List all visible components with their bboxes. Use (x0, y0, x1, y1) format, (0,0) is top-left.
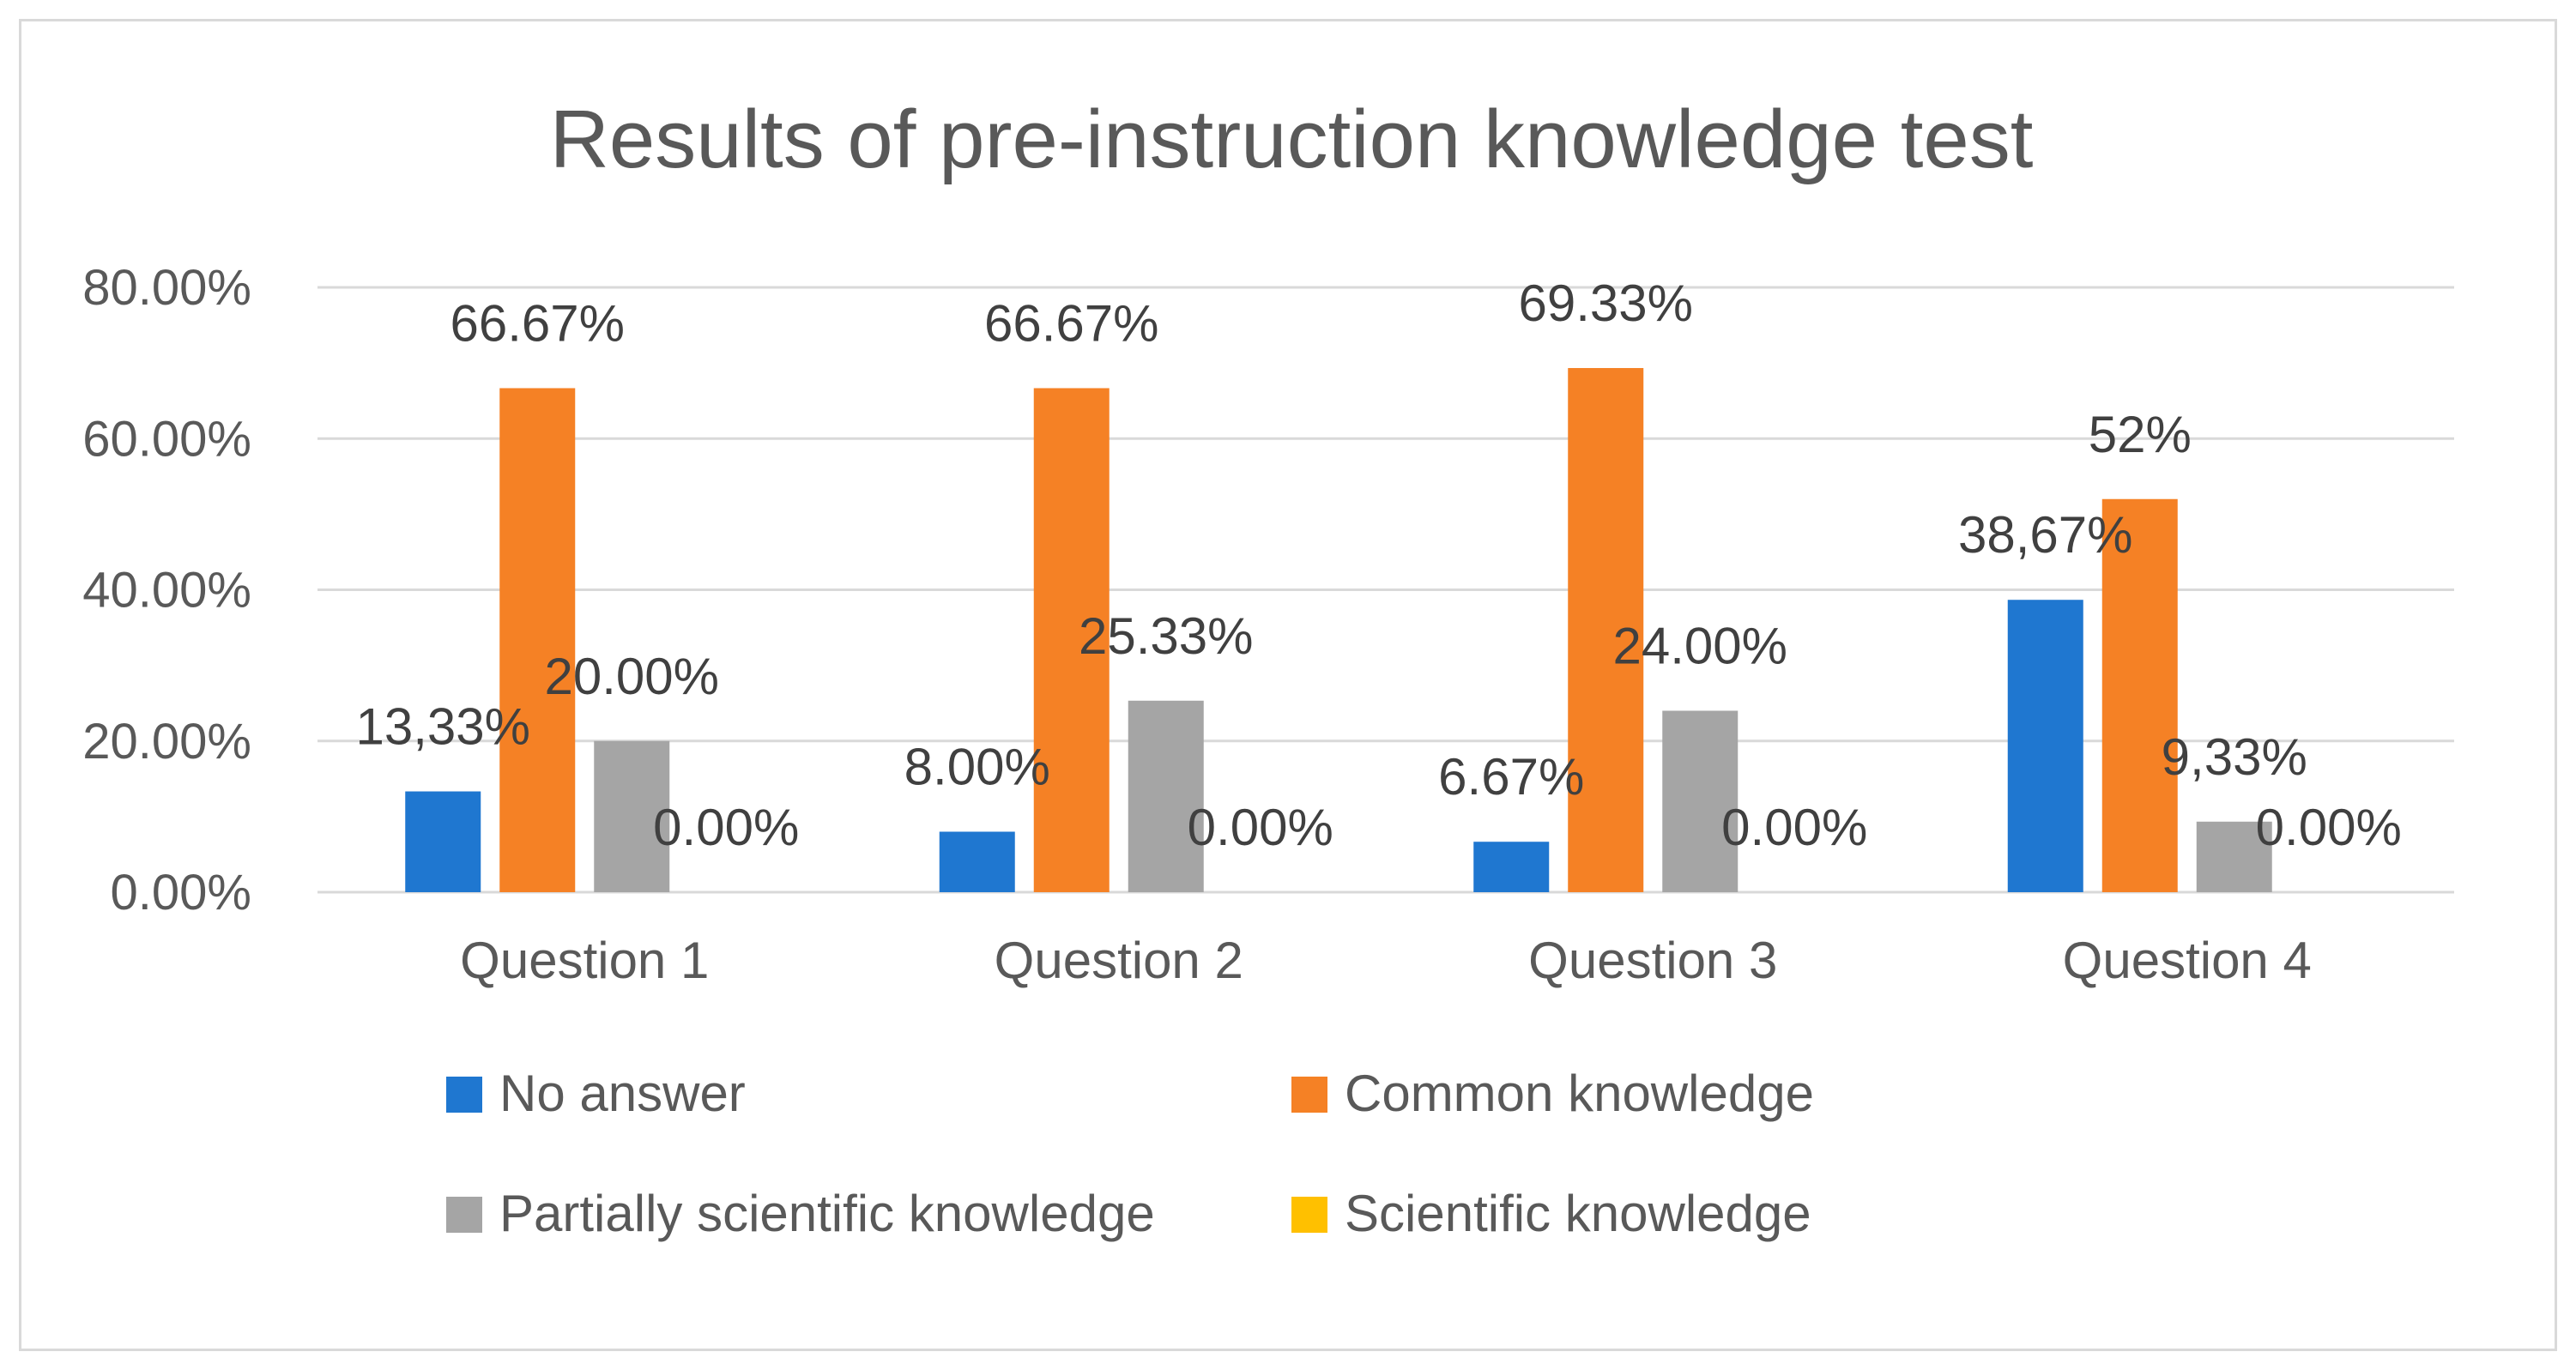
bar (1473, 842, 1550, 892)
data-label: 25.33% (1079, 607, 1254, 665)
data-label: 24.00% (1613, 618, 1788, 675)
data-label: 66.67% (450, 294, 626, 352)
chart-title: Results of pre-instruction knowledge tes… (550, 94, 2034, 185)
legend-swatch (1291, 1197, 1327, 1233)
y-axis-ticks: 0.00% 20.00% 40.00% 60.00% 80.00% (82, 260, 251, 920)
data-label: 0.00% (1721, 799, 1867, 856)
data-label: 8.00% (904, 739, 1050, 796)
bar (2196, 821, 2272, 892)
legend: No answer Common knowledge Partially scien… (446, 1065, 1814, 1242)
data-label: 20.00% (545, 648, 720, 705)
bar (1662, 710, 1738, 892)
legend-swatch (1291, 1077, 1327, 1113)
data-label: 66.67% (984, 294, 1159, 352)
bar (939, 831, 1015, 892)
gridlines (317, 286, 2454, 894)
data-label: 0.00% (2256, 799, 2402, 856)
x-axis-categories: Question 1 Question 2 Question 3 Question 4 (460, 932, 2312, 989)
data-label: 13,33% (356, 698, 531, 756)
legend-label: No answer (499, 1065, 746, 1122)
legend-label: Common knowledge (1345, 1065, 1814, 1122)
bar-chart: Results of pre-instruction knowledge tes… (82, 94, 2454, 1242)
legend-label: Partially scientific knowledge (499, 1185, 1155, 1242)
data-label: 9,33% (2162, 728, 2307, 786)
bar (1033, 388, 1110, 893)
data-label: 38,67% (1958, 506, 2133, 564)
bar (1568, 368, 1644, 892)
legend-swatch (446, 1077, 482, 1113)
bar (594, 740, 670, 892)
y-tick-label: 0.00% (111, 865, 251, 920)
data-label: 0.00% (653, 799, 799, 856)
y-tick-label: 40.00% (82, 563, 251, 619)
y-tick-label: 80.00% (82, 260, 251, 316)
data-label: 69.33% (1519, 275, 1694, 332)
bar (1128, 700, 1204, 892)
legend-swatch (446, 1197, 482, 1233)
data-label: 0.00% (1188, 799, 1333, 856)
legend-label: Scientific knowledge (1345, 1185, 1811, 1242)
data-labels: 13,33% 66.67% 20.00% 0.00% 8.00% 66.67% 25.33%… (356, 275, 2402, 856)
x-category-label: Question 1 (460, 932, 709, 989)
bar (2007, 600, 2083, 892)
chart-frame: Results of pre-instruction knowledge tes… (19, 19, 2557, 1351)
x-category-label: Question 3 (1528, 932, 1777, 989)
bar (2101, 498, 2178, 892)
x-category-label: Question 2 (995, 932, 1243, 989)
bars (405, 368, 2272, 893)
bar (405, 791, 481, 892)
x-category-label: Question 4 (2063, 932, 2312, 989)
data-label: 6.67% (1438, 748, 1584, 806)
y-tick-label: 20.00% (82, 714, 251, 769)
bar (499, 388, 576, 893)
data-label: 52% (2089, 406, 2192, 463)
y-tick-label: 60.00% (82, 411, 251, 467)
